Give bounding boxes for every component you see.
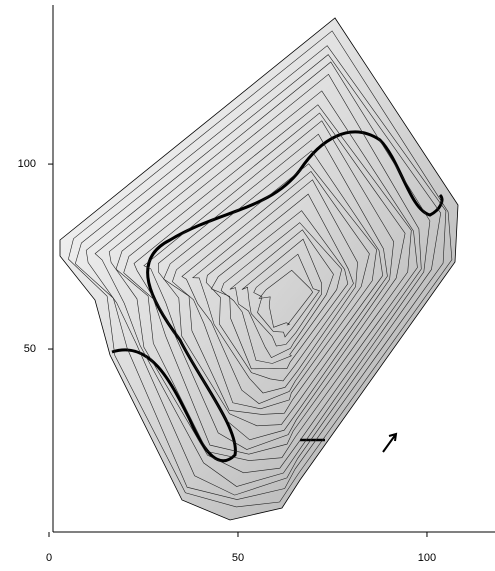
terrain-surface [60,18,458,520]
x-tick-label: 50 [232,552,244,564]
x-tick-label: 100 [418,552,436,564]
y-tick-label: 100 [18,158,36,170]
contour-map: 0 50 100 50 100 [0,0,495,566]
y-tick-label: 50 [24,343,36,355]
north-arrow [383,434,396,452]
x-tick-label: 0 [46,552,52,564]
